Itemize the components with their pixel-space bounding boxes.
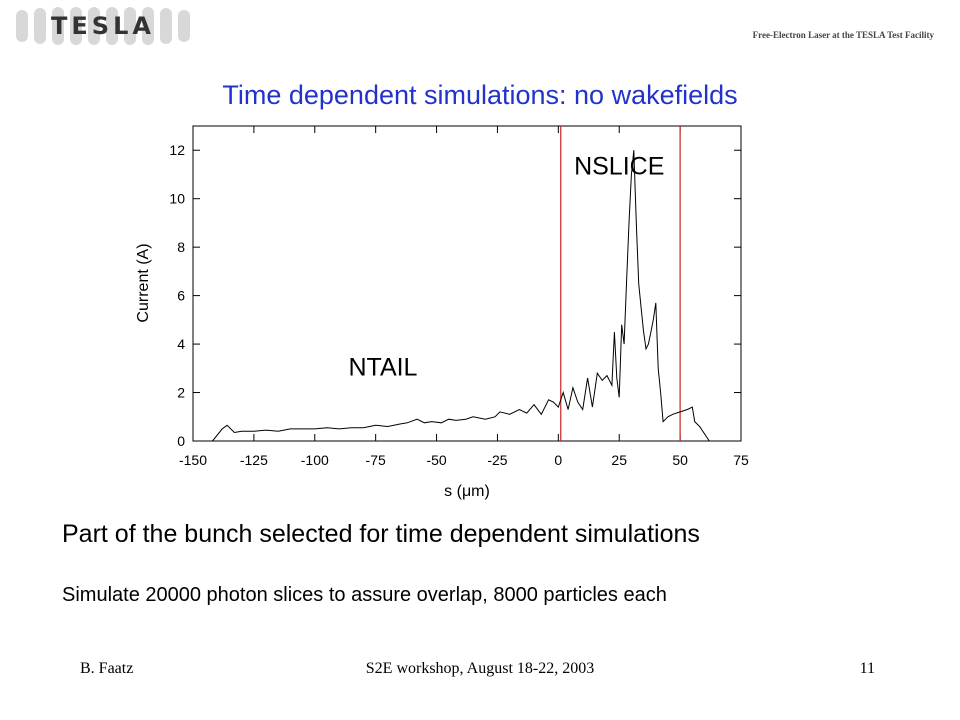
y-tick-label: 4 [177, 336, 185, 352]
y-tick-label: 0 [177, 433, 185, 449]
slide-title: Time dependent simulations: no wakefield… [222, 80, 738, 110]
x-tick-label: -75 [366, 452, 386, 468]
y-tick-label: 12 [169, 142, 185, 158]
y-tick-label: 2 [177, 385, 185, 401]
footer-author: B. Faatz [80, 660, 134, 677]
x-tick-label: -125 [240, 452, 268, 468]
tesla-logo: TESLA [16, 7, 190, 45]
x-tick-label: 50 [672, 452, 688, 468]
facility-label: Free-Electron Laser at the TESLA Test Fa… [752, 30, 934, 40]
x-tick-label: -100 [301, 452, 329, 468]
body-text-1: Part of the bunch selected for time depe… [62, 520, 700, 548]
footer-page-number: 11 [859, 660, 875, 677]
x-tick-label: 75 [733, 452, 749, 468]
annotation-ntail: NTAIL [348, 354, 417, 382]
y-tick-label: 10 [169, 191, 185, 207]
current-chart: -150 -125 -100 -75 -50 -25 0 25 50 75 0 2 4 6 8 10 12 Cu… [135, 125, 749, 500]
body-text-2: Simulate 20000 photon slices to assure o… [62, 584, 667, 606]
annotation-nslice: NSLICE [574, 152, 664, 180]
y-tick-label: 6 [177, 288, 185, 304]
x-tick-label: 25 [611, 452, 627, 468]
x-axis-label: s (μm) [444, 483, 490, 500]
plot-frame [192, 125, 742, 442]
x-tick-label: -50 [426, 452, 446, 468]
current-series-line [212, 150, 710, 442]
footer-event: S2E workshop, August 18-22, 2003 [365, 660, 595, 677]
y-tick-label: 8 [177, 239, 185, 255]
y-axis-label: Current (A) [135, 243, 152, 322]
x-tick-label: -25 [487, 452, 507, 468]
x-tick-label: -150 [179, 452, 207, 468]
x-tick-label: 0 [554, 452, 562, 468]
tesla-logo-text: TESLA [51, 12, 155, 40]
